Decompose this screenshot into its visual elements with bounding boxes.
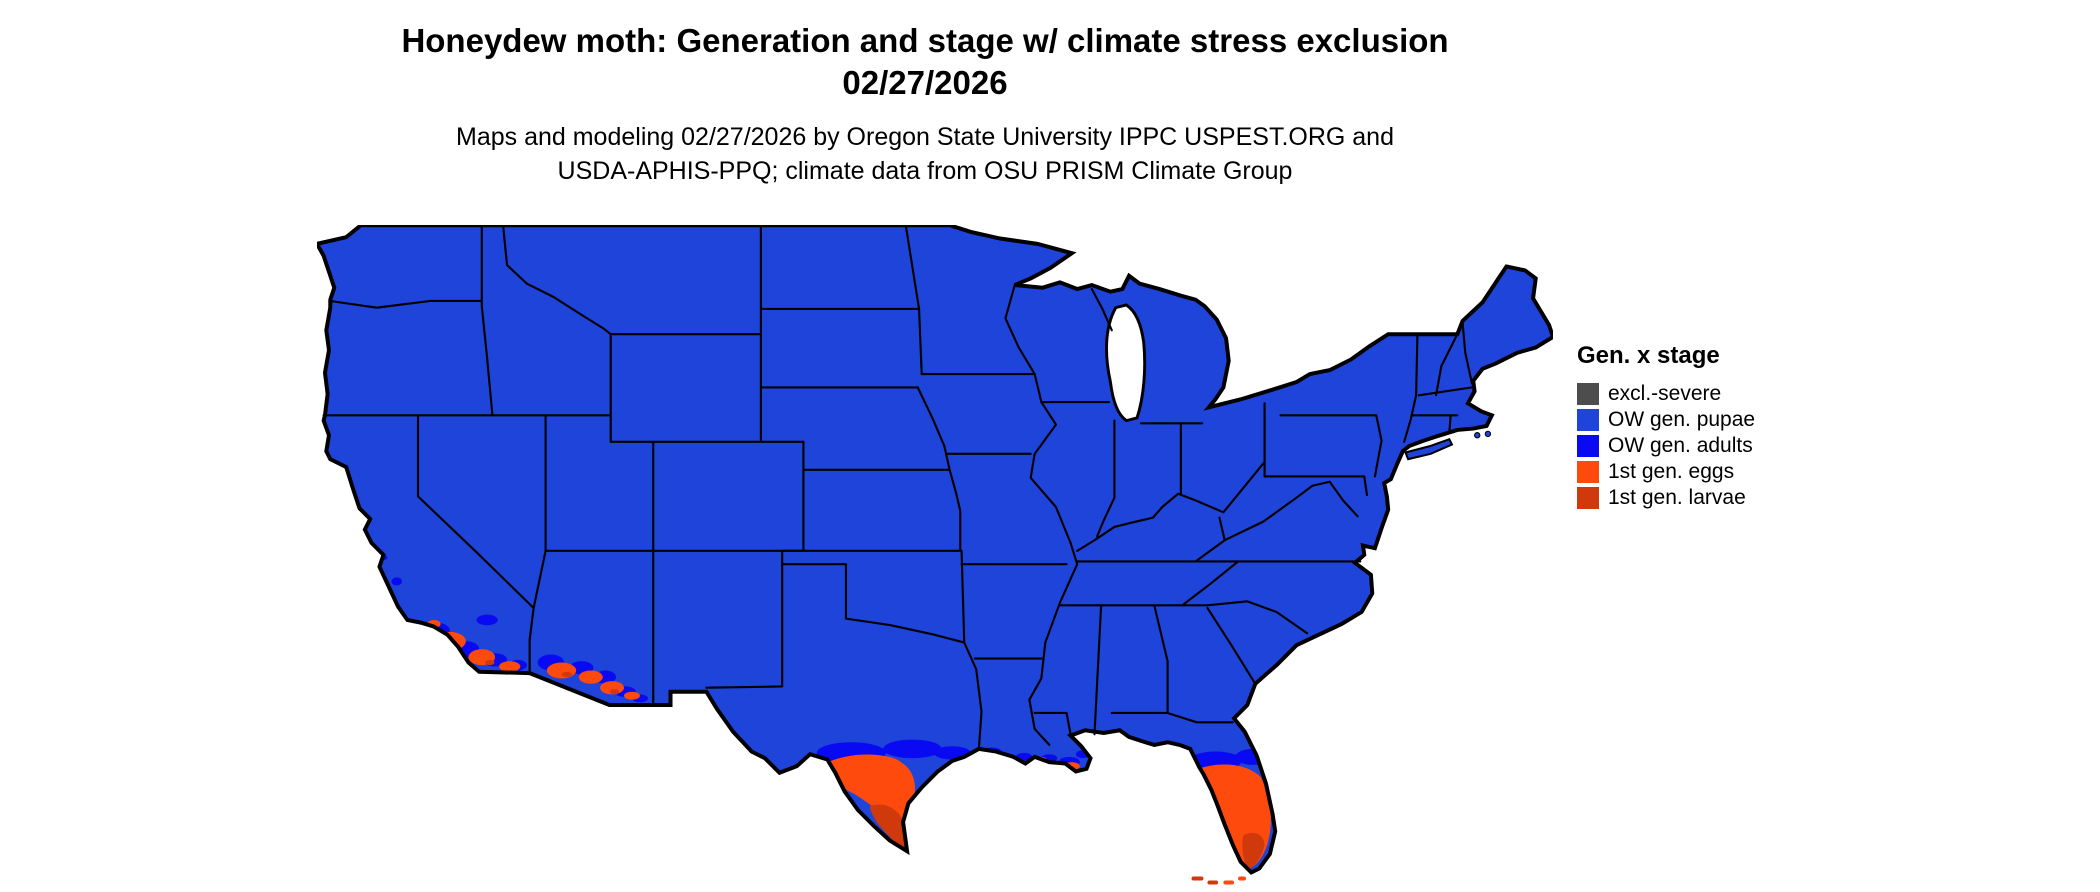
legend-label-eggs: 1st gen. eggs xyxy=(1608,460,1735,483)
legend-title: Gen. x stage xyxy=(1577,342,1720,369)
subtitle-line-1: Maps and modeling 02/27/2026 by Oregon S… xyxy=(456,123,1394,151)
page-title: Honeydew moth: Generation and stage w/ c… xyxy=(401,22,1449,59)
legend-item-adults: OW gen. adults xyxy=(1577,433,1755,459)
florida-keys xyxy=(1191,876,1246,885)
legend-label-larvae: 1st gen. larvae xyxy=(1608,486,1746,509)
legend-item-eggs: 1st gen. eggs xyxy=(1577,459,1755,485)
state-borders-plains xyxy=(705,225,1068,750)
legend-item-larvae: 1st gen. larvae xyxy=(1577,485,1755,511)
state-borders-west xyxy=(322,225,805,707)
legend-swatch-eggs xyxy=(1577,461,1599,483)
legend-swatch-larvae xyxy=(1577,487,1599,509)
legend-label-adults: OW gen. adults xyxy=(1608,434,1753,457)
legend-swatch-excluded xyxy=(1577,383,1599,405)
island-nantucket xyxy=(1474,432,1481,439)
subtitle-line-2: USDA-APHIS-PPQ; climate data from OSU PR… xyxy=(557,157,1293,185)
island-marthas-vineyard xyxy=(1484,430,1492,438)
legend-item-excluded: excl.-severe xyxy=(1577,381,1755,407)
us-map xyxy=(317,225,1553,885)
subtitle: Maps and modeling 02/27/2026 by Oregon S… xyxy=(0,120,1850,188)
legend-swatch-adults xyxy=(1577,435,1599,457)
legend: Gen. x stage excl.-severe OW gen. pupae OW… xyxy=(1577,342,1755,511)
state-borders xyxy=(322,225,1473,750)
first-gen-larvae-regions xyxy=(449,643,1265,870)
legend-items: excl.-severe OW gen. pupae OW gen. adults 1… xyxy=(1577,381,1755,511)
legend-swatch-pupae xyxy=(1577,409,1599,431)
page-title-date: 02/27/2026 xyxy=(842,64,1008,101)
lake-michigan xyxy=(1105,303,1147,423)
state-borders-northeast xyxy=(1223,322,1473,542)
state-borders-midwest xyxy=(1004,283,1266,746)
legend-label-excluded: excl.-severe xyxy=(1608,382,1722,405)
long-island xyxy=(1404,437,1454,461)
legend-item-pupae: OW gen. pupae xyxy=(1577,407,1755,433)
legend-label-pupae: OW gen. pupae xyxy=(1608,408,1756,431)
header: Honeydew moth: Generation and stage w/ c… xyxy=(0,20,1850,188)
